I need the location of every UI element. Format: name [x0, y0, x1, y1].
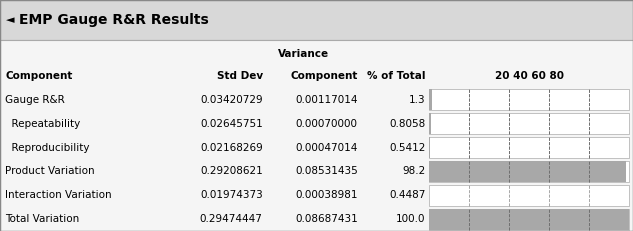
Text: 0.5412: 0.5412: [389, 143, 425, 153]
Text: Repeatability: Repeatability: [5, 119, 80, 129]
Text: 0.00038981: 0.00038981: [295, 190, 358, 200]
FancyBboxPatch shape: [429, 209, 629, 230]
Text: Variance: Variance: [279, 49, 329, 58]
FancyBboxPatch shape: [429, 89, 432, 110]
Text: 98.2: 98.2: [402, 167, 425, 176]
Text: 0.01974373: 0.01974373: [200, 190, 263, 200]
Text: 0.8058: 0.8058: [389, 119, 425, 129]
Text: Product Variation: Product Variation: [5, 167, 95, 176]
FancyBboxPatch shape: [429, 113, 431, 134]
FancyBboxPatch shape: [429, 137, 430, 158]
FancyBboxPatch shape: [429, 209, 629, 230]
Text: 0.02645751: 0.02645751: [200, 119, 263, 129]
Text: Std Dev: Std Dev: [216, 71, 263, 81]
Text: Reproducibility: Reproducibility: [5, 143, 89, 153]
FancyBboxPatch shape: [429, 137, 629, 158]
Text: 0.02168269: 0.02168269: [200, 143, 263, 153]
Text: 0.29208621: 0.29208621: [200, 167, 263, 176]
Text: 0.00117014: 0.00117014: [295, 95, 358, 105]
FancyBboxPatch shape: [429, 113, 629, 134]
FancyBboxPatch shape: [0, 40, 633, 231]
FancyBboxPatch shape: [0, 0, 633, 40]
FancyBboxPatch shape: [429, 185, 629, 206]
Text: Total Variation: Total Variation: [5, 214, 79, 224]
Text: % of Total: % of Total: [367, 71, 425, 81]
Text: 0.08687431: 0.08687431: [295, 214, 358, 224]
Text: Gauge R&R: Gauge R&R: [5, 95, 65, 105]
Text: Component: Component: [291, 71, 358, 81]
Text: 100.0: 100.0: [396, 214, 425, 224]
Text: 0.4487: 0.4487: [389, 190, 425, 200]
Text: 0.08531435: 0.08531435: [295, 167, 358, 176]
FancyBboxPatch shape: [429, 161, 625, 182]
Text: ◄: ◄: [6, 15, 15, 25]
Text: Interaction Variation: Interaction Variation: [5, 190, 111, 200]
Text: 1.3: 1.3: [409, 95, 425, 105]
Text: 0.29474447: 0.29474447: [200, 214, 263, 224]
Text: EMP Gauge R&R Results: EMP Gauge R&R Results: [19, 13, 209, 27]
Text: 0.03420729: 0.03420729: [200, 95, 263, 105]
Text: Component: Component: [5, 71, 72, 81]
FancyBboxPatch shape: [429, 89, 629, 110]
Text: 20 40 60 80: 20 40 60 80: [494, 71, 564, 81]
FancyBboxPatch shape: [429, 161, 629, 182]
Text: 0.00070000: 0.00070000: [296, 119, 358, 129]
Text: 0.00047014: 0.00047014: [295, 143, 358, 153]
